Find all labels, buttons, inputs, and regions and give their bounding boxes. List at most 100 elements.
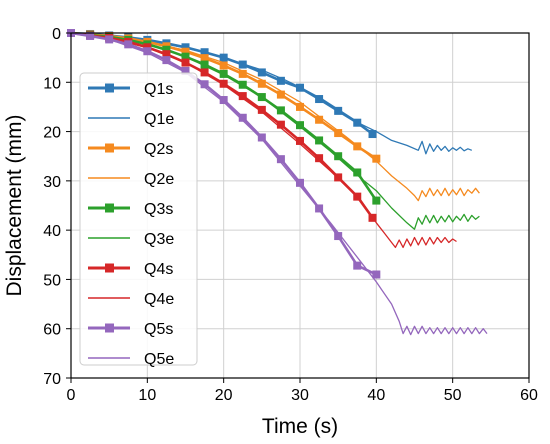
data-point-Q2s [315,115,324,124]
data-point-Q4s [257,105,266,114]
data-point-Q5s [200,80,209,89]
data-point-Q1s [353,118,362,127]
legend-item-Q2s: Q2s [88,141,173,158]
y-tick-label: 40 [43,223,61,240]
series-Q5e [70,32,488,336]
data-point-Q3s [372,196,381,205]
x-tick-label: 30 [291,387,309,404]
axis-ticks: 0 10 20 30 40 50 60 0 10 20 30 40 50 60 70 [43,26,538,404]
data-point-Q3s [334,152,343,161]
legend-marker [105,323,114,333]
legend-marker [105,203,114,213]
data-point-Q3s [219,69,228,78]
legend-label: Q3e [144,231,174,248]
data-point-Q5s [162,56,171,65]
legend-label: Q3s [144,201,173,218]
legend-item-Q1s: Q1s [88,81,173,98]
y-tick-label: 70 [43,371,61,388]
data-point-Q3s [276,106,285,115]
legend-label: Q2s [144,141,173,158]
data-point-Q2s [257,79,266,88]
x-tick-label: 40 [367,387,385,404]
x-tick-label: 0 [67,387,76,404]
x-tick-label: 50 [444,387,462,404]
data-point-Q5s [296,178,304,187]
data-point-Q4s [315,154,324,163]
data-point-Q5s [181,66,190,75]
x-tick-label: 10 [138,387,156,404]
series-line-Q1e [70,32,473,155]
data-point-Q1s [368,130,377,139]
data-point-Q3s [200,60,209,69]
series-Q3e [70,32,480,230]
legend-item-Q1e: Q1e [88,111,174,128]
data-point-Q1s [276,76,285,85]
x-tick-label: 20 [215,387,233,404]
legend-label: Q1s [144,81,173,98]
data-point-Q3s [238,80,247,89]
data-point-Q5s [353,261,362,270]
data-point-Q3s [315,136,324,145]
y-tick-label: 0 [52,26,61,43]
legend-label: Q4s [144,261,173,278]
series-Q2e [70,32,480,202]
legend-box [79,72,198,366]
data-point-Q4s [334,173,343,182]
data-point-Q3s [162,45,171,54]
legend-item-Q4s: Q4s [88,261,173,278]
data-point-Q3s [296,121,304,130]
data-point-Q1s [315,95,324,104]
legend-marker [105,143,114,153]
series-Q4e [70,32,457,249]
y-tick-label: 60 [43,322,61,339]
x-tick-label: 60 [520,387,538,404]
data-point-Q4s [296,136,304,145]
legend-marker [105,83,114,93]
data-point-Q2s [238,69,247,78]
legend-item-Q3s: Q3s [88,201,173,218]
series-line-Q3e [70,32,480,230]
data-point-Q3s [353,168,362,177]
data-point-Q4s [162,50,171,59]
legend-label: Q5e [144,351,174,368]
legend-item-Q5e: Q5e [88,351,174,368]
y-tick-label: 10 [43,75,61,92]
data-point-Q2s [372,154,381,163]
data-point-Q2s [276,90,285,99]
legend-label: Q1e [144,111,174,128]
y-tick-label: 50 [43,272,61,289]
data-point-Q5s [219,96,228,105]
data-point-Q4s [219,79,228,88]
data-point-Q2s [219,61,228,70]
data-point-Q5s [372,270,381,279]
data-point-Q5s [276,155,285,164]
data-point-Q2s [334,129,343,138]
legend-label: Q4e [144,291,174,308]
y-tick-label: 30 [43,174,61,191]
legend-item-Q2e: Q2e [88,171,174,188]
data-point-Q5s [238,113,247,122]
legend-item-Q5s: Q5s [88,321,173,338]
data-point-Q1s [238,60,247,69]
legend-item-Q4e: Q4e [88,291,174,308]
series-line-Q5e [70,32,488,336]
series-line-Q2e [70,32,480,202]
series-line-Q4e [70,32,457,249]
data-point-Q2s [181,47,190,56]
series-Q1e [70,32,473,155]
x-axis-label: Time (s) [262,415,338,438]
data-point-Q4s [200,68,209,77]
legend-label: Q2e [144,171,174,188]
data-point-Q5s [124,40,133,49]
data-point-Q2s [296,102,304,111]
legend-label: Q5s [144,321,173,338]
legend-marker [105,263,114,273]
data-point-Q2s [200,54,209,63]
data-point-Q1s [257,68,266,77]
y-tick-label: 20 [43,125,61,142]
data-point-Q4s [276,120,285,129]
legend-item-Q3e: Q3e [88,231,174,248]
data-point-Q5s [143,47,152,56]
data-point-Q1s [334,106,343,115]
